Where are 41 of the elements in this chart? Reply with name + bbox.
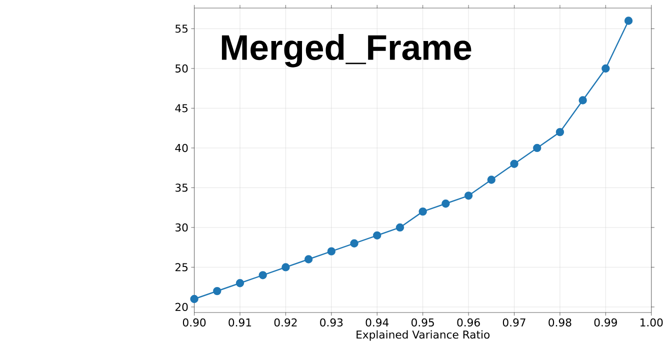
y-tick-label: 40: [175, 144, 188, 152]
y-tick-label: 30: [176, 223, 188, 232]
y-tick-label: 50: [176, 64, 188, 72]
x-tick-label: 0.97: [502, 318, 526, 326]
y-tick-label: 35: [176, 183, 188, 192]
x-tick-label: 0.93: [320, 318, 343, 326]
x-tick-label: 0.98: [548, 318, 572, 326]
point: [442, 199, 450, 208]
point: [213, 286, 222, 296]
y-tick-label: 20: [175, 302, 188, 311]
point: [556, 128, 564, 136]
x-tick-label: 0.99: [594, 318, 617, 326]
point: [304, 255, 313, 264]
point: [464, 191, 473, 200]
point: [510, 160, 518, 168]
point: [418, 207, 427, 216]
x-tick-label: 1.00: [640, 318, 663, 326]
point: [190, 294, 198, 303]
point: [282, 262, 290, 272]
y-tick-label: 25: [175, 262, 188, 272]
text: Merged_Frame: [222, 34, 472, 68]
x-tick-label: 0.92: [274, 318, 297, 326]
x-tick-label: 0.90: [182, 318, 206, 326]
x-tick-label: 0.96: [457, 318, 480, 326]
x-tick-label: 0.94: [366, 318, 389, 326]
point: [602, 64, 610, 72]
point: [533, 144, 542, 152]
x-tick-label: 0.91: [228, 318, 252, 326]
x-tick-label: 0.95: [411, 318, 434, 326]
x-axis-title: Explained Variance Ratio: [356, 330, 490, 341]
point: [236, 278, 244, 288]
point: [578, 96, 587, 104]
point: [396, 223, 404, 232]
point: [258, 270, 267, 280]
point: [487, 176, 496, 184]
point: [350, 239, 358, 248]
point: [373, 231, 382, 240]
y-tick-label: 55: [176, 24, 188, 33]
point: [327, 247, 336, 256]
point: [624, 16, 633, 25]
y-tick-label: 45: [175, 104, 188, 112]
